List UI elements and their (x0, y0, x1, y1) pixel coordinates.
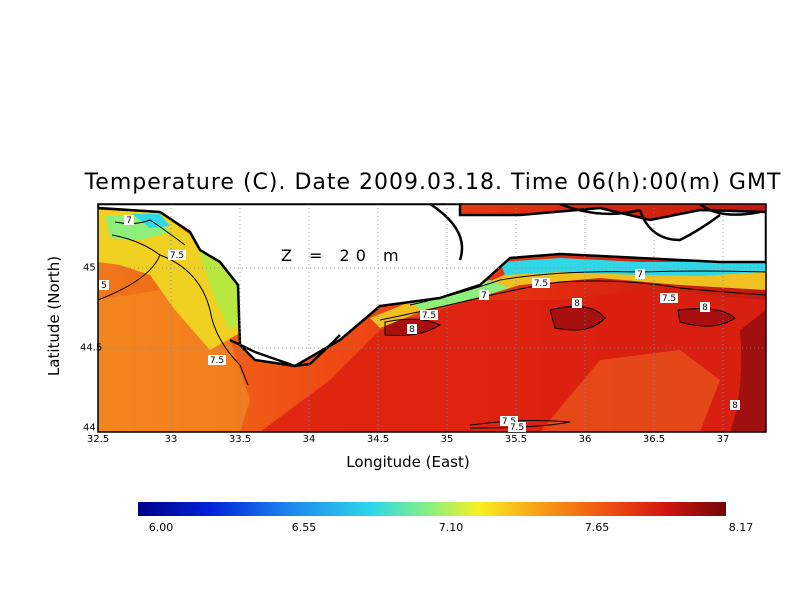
contour-label: 7.5 (208, 355, 226, 366)
x-tick-label: 33.5 (228, 434, 252, 445)
grid (98, 204, 766, 432)
x-tick-label: 36.5 (642, 434, 666, 445)
colorbar-label: 7.65 (584, 521, 610, 534)
warm-patch-2 (678, 308, 735, 327)
colorbar-label: 8.17 (728, 521, 754, 534)
y-tick-label: 44 (83, 422, 96, 434)
contour-label: 8 (407, 324, 417, 335)
contour-label: 7.5 (508, 422, 526, 433)
x-tick-label: 34 (302, 434, 316, 445)
contour-75-east (379, 280, 766, 321)
contour-label: 7 (635, 269, 645, 280)
contour-label: 7.5 (660, 293, 678, 304)
colorbar-label: 6.00 (148, 521, 174, 534)
map-title: Temperature (C). Date 2009.03.18. Time 0… (84, 170, 782, 195)
y-tick-label: 45 (83, 262, 96, 274)
cold-strip-west (98, 210, 245, 350)
depth-label: Z = 20 m (281, 246, 405, 265)
x-tick-label: 35 (440, 434, 454, 445)
contour-8-a (384, 318, 442, 336)
svg-text:8: 8 (702, 303, 708, 313)
contour-75-west (98, 234, 249, 386)
cold-strip-east-green (410, 280, 510, 310)
contour-label: 8 (730, 400, 740, 411)
svg-text:7.5: 7.5 (170, 251, 184, 261)
x-tick-label: 36 (578, 434, 592, 445)
plot-frame (97, 203, 767, 433)
contour-label: 7.5 (532, 278, 550, 289)
coast-north (429, 204, 761, 261)
x-axis-label: Longitude (East) (346, 453, 470, 471)
contour-label: 7 (124, 215, 134, 226)
contour-label: 7.5 (168, 250, 186, 261)
land-crimea (98, 204, 766, 368)
svg-text:5: 5 (101, 281, 107, 291)
y-axis-label: Latitude (North) (45, 255, 63, 377)
x-tick-label: 35.5 (504, 434, 528, 445)
x-tick-label: 33 (164, 434, 178, 445)
contour-label: 7 (479, 290, 489, 301)
cold-strip-east (370, 262, 766, 328)
svg-text:7.5: 7.5 (662, 294, 676, 304)
contour-label: 5 (99, 280, 109, 291)
cool-area-south (540, 350, 720, 432)
svg-text:7: 7 (126, 216, 132, 226)
svg-text:7: 7 (481, 291, 487, 301)
x-tick-label: 34.5 (366, 434, 390, 445)
colorbar-label: 7.10 (438, 521, 464, 534)
warm-patch-1 (550, 306, 605, 331)
land-notch (229, 334, 341, 368)
x-tick-label: 32.5 (86, 434, 110, 445)
svg-text:8: 8 (409, 325, 415, 335)
contour-label: 7.5 (420, 310, 438, 321)
contour-label: 8 (700, 302, 710, 313)
colorbar-label: 6.55 (291, 521, 317, 534)
y-tick-label: 44.5 (80, 342, 103, 354)
svg-text:7: 7 (637, 270, 643, 280)
contour-7-east (409, 270, 766, 306)
cool-area-sw (98, 290, 250, 432)
svg-text:7.5: 7.5 (422, 311, 436, 321)
svg-text:7.5: 7.5 (534, 279, 548, 289)
colorbar (138, 502, 726, 516)
contour-label: 8 (572, 298, 582, 309)
svg-text:8: 8 (732, 401, 738, 411)
svg-text:8: 8 (574, 299, 580, 309)
svg-text:7.5: 7.5 (210, 356, 224, 366)
x-tick-label: 37 (716, 434, 730, 445)
svg-text:7.5: 7.5 (510, 423, 524, 433)
